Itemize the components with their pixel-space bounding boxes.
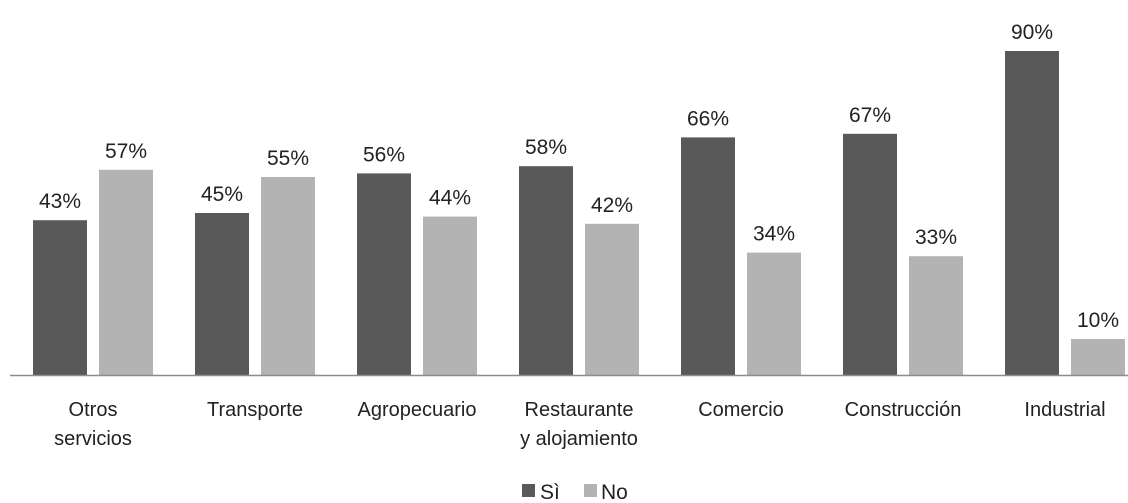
category-label-0-line-1: servicios xyxy=(54,428,132,450)
value-label-si-1: 45% xyxy=(201,183,243,206)
legend-swatch-no xyxy=(584,484,597,497)
value-label-si-4: 66% xyxy=(687,107,729,130)
bar-no-5 xyxy=(909,256,963,375)
bar-si-0 xyxy=(33,220,87,375)
bar-si-4 xyxy=(681,137,735,375)
value-label-no-1: 55% xyxy=(267,147,309,170)
value-label-no-0: 57% xyxy=(105,140,147,163)
bar-si-2 xyxy=(357,173,411,375)
value-label-no-5: 33% xyxy=(915,226,957,249)
value-label-si-6: 90% xyxy=(1011,21,1053,44)
value-labels-layer: 43% 45% 56% 58% 66% 67% 90% 57% 55% 44% 42% 34% 33% 1… xyxy=(39,21,1119,332)
category-label-3-line-0: Restaurante xyxy=(525,399,634,421)
bar-si-6 xyxy=(1005,51,1059,375)
legend-label-no: No xyxy=(601,481,628,503)
category-label-1: Transporte xyxy=(207,399,303,421)
bars-layer xyxy=(33,51,1125,375)
bar-si-3 xyxy=(519,166,573,375)
bar-no-1 xyxy=(261,177,315,375)
legend-label-si: Sì xyxy=(540,481,560,503)
legend: Sì No xyxy=(522,481,628,503)
category-label-2: Agropecuario xyxy=(358,399,477,421)
value-label-no-2: 44% xyxy=(429,187,471,210)
category-label-0-line-0: Otros xyxy=(69,399,118,421)
bar-si-1 xyxy=(195,213,249,375)
category-label-4: Comercio xyxy=(698,399,784,421)
legend-swatch-si xyxy=(522,484,535,497)
bar-no-6 xyxy=(1071,339,1125,375)
value-label-si-0: 43% xyxy=(39,190,81,213)
value-label-si-3: 58% xyxy=(525,136,567,159)
category-label-6: Industrial xyxy=(1024,399,1105,421)
bar-si-5 xyxy=(843,133,897,375)
value-label-no-3: 42% xyxy=(591,194,633,217)
bar-no-3 xyxy=(585,223,639,375)
value-label-no-4: 34% xyxy=(753,223,795,246)
bar-no-0 xyxy=(99,169,153,375)
category-label-3-line-1: y alojamiento xyxy=(520,428,638,450)
category-label-5: Construcción xyxy=(845,399,962,421)
value-label-si-2: 56% xyxy=(363,143,405,166)
category-labels-layer: Otros servicios Transporte Agropecuario Rest… xyxy=(54,399,1105,450)
value-label-si-5: 67% xyxy=(849,104,891,127)
bar-no-4 xyxy=(747,252,801,375)
value-label-no-6: 10% xyxy=(1077,309,1119,332)
bar-no-2 xyxy=(423,216,477,375)
